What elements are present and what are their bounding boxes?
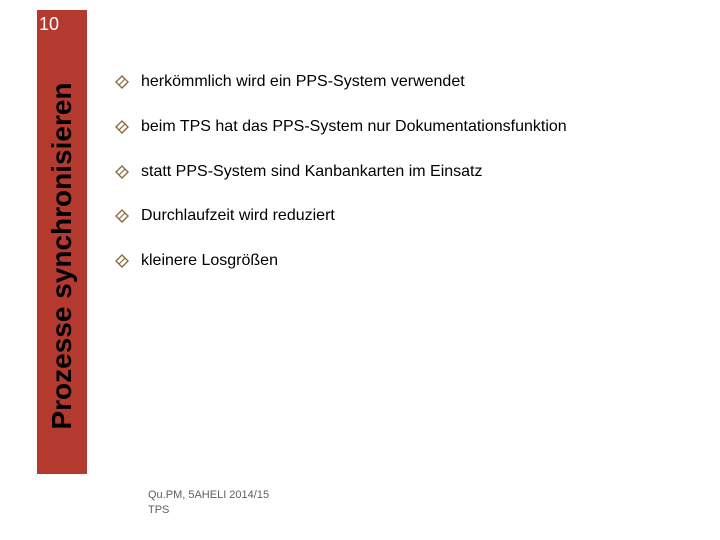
diamond-icon [115, 75, 129, 89]
diamond-icon [115, 165, 129, 179]
bullet-text: herkömmlich wird ein PPS-System verwende… [141, 72, 465, 93]
list-item: statt PPS-System sind Kanbankarten im Ei… [115, 162, 695, 183]
bullet-text: Durchlaufzeit wird reduziert [141, 206, 335, 227]
bullet-text: beim TPS hat das PPS-System nur Dokument… [141, 117, 567, 138]
list-item: herkömmlich wird ein PPS-System verwende… [115, 72, 695, 93]
bullet-text: statt PPS-System sind Kanbankarten im Ei… [141, 162, 482, 183]
diamond-icon [115, 254, 129, 268]
list-item: beim TPS hat das PPS-System nur Dokument… [115, 117, 695, 138]
diamond-icon [115, 209, 129, 223]
diamond-icon [115, 120, 129, 134]
page-number-box: 10 [37, 10, 87, 38]
footer-line1: Qu.PM, 5AHELI 2014/15 [148, 488, 269, 503]
page-number: 10 [39, 14, 59, 35]
sidebar: Prozesse synchronisieren [37, 38, 87, 474]
footer: Qu.PM, 5AHELI 2014/15 TPS [148, 488, 269, 518]
footer-line2: TPS [148, 503, 269, 518]
list-item: kleinere Losgrößen [115, 251, 695, 272]
bullet-text: kleinere Losgrößen [141, 251, 278, 272]
list-item: Durchlaufzeit wird reduziert [115, 206, 695, 227]
bullet-list: herkömmlich wird ein PPS-System verwende… [115, 72, 695, 296]
slide: 10 Prozesse synchronisieren herkömmlich … [0, 0, 720, 540]
sidebar-title: Prozesse synchronisieren [46, 82, 78, 429]
